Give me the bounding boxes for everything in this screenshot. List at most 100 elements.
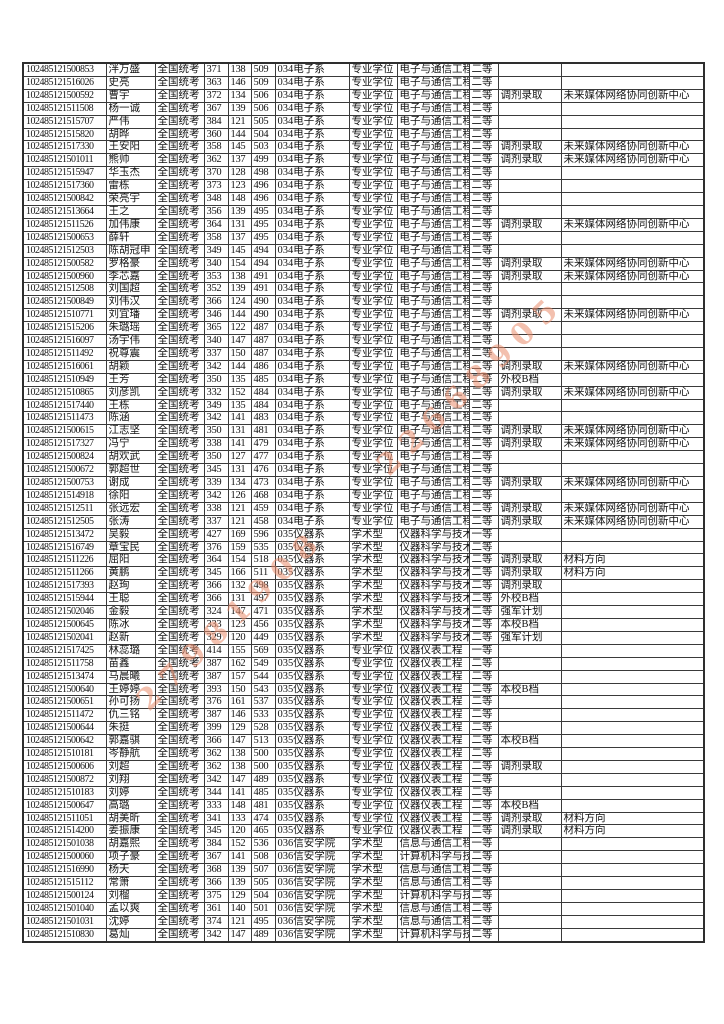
scholarship-grade: 二等: [468, 101, 499, 116]
candidate-id: 102485121512511: [22, 501, 107, 516]
candidate-id: 102485121515947: [22, 166, 107, 181]
table-row: 102485121513664 王之 全国统考 356 139 495 034电子系 专业学位…: [22, 204, 705, 219]
exam-type: 全国统考: [154, 682, 205, 697]
name: 熊帅: [105, 153, 156, 168]
table-row: 102485121500644 朱挺 全国统考 399 129 528 035仪器系 专业学位…: [22, 721, 705, 736]
candidate-id: 102485121516990: [22, 863, 107, 878]
scholarship-grade: 二等: [468, 372, 499, 387]
total-score: 498: [250, 166, 276, 181]
department: 034电子系: [274, 346, 350, 361]
remark: [560, 114, 705, 129]
note: [497, 101, 562, 116]
remark: 未来媒体网络协同创新中心: [560, 269, 705, 284]
candidate-id: 102485121500615: [22, 424, 107, 439]
name: 曹宇: [105, 88, 156, 103]
total-score: 495: [250, 914, 276, 929]
scholarship-grade: 二等: [468, 282, 499, 297]
name: 薛轩: [105, 230, 156, 245]
exam-type: 全国统考: [154, 759, 205, 774]
degree-type: 专业学位: [348, 153, 398, 168]
note: [497, 708, 562, 723]
exam-type: 全国统考: [154, 501, 205, 516]
score-2: 147: [227, 772, 252, 787]
exam-type: 全国统考: [154, 372, 205, 387]
score-1: 342: [203, 927, 229, 943]
name: 刘婷: [105, 785, 156, 800]
score-1: 346: [203, 308, 229, 323]
scholarship-grade: 二等: [468, 514, 499, 529]
score-1: 350: [203, 372, 229, 387]
candidate-id: 102485121500582: [22, 256, 107, 271]
scholarship-grade: 二等: [468, 217, 499, 232]
exam-type: 全国统考: [154, 798, 205, 813]
name: 刘宜璠: [105, 308, 156, 323]
score-2: 131: [227, 463, 252, 477]
scholarship-grade: 二等: [468, 346, 499, 361]
candidate-id: 102485121500651: [22, 695, 107, 710]
note: [497, 721, 562, 736]
score-2: 150: [227, 346, 252, 361]
note: 强军计划: [497, 605, 562, 619]
major: 电子与通信工程: [396, 488, 470, 503]
name: 胡颖: [105, 359, 156, 374]
name: 杨一诚: [105, 101, 156, 116]
exam-type: 全国统考: [154, 476, 205, 490]
candidate-id: 102485121517440: [22, 398, 107, 413]
total-score: 476: [250, 463, 276, 477]
total-score: 496: [250, 192, 276, 206]
degree-type: 专业学位: [348, 798, 398, 813]
name: 刘榴: [105, 889, 156, 903]
department: 035仪器系: [274, 630, 350, 645]
note: [497, 540, 562, 555]
scholarship-grade: 二等: [468, 824, 499, 839]
degree-type: 专业学位: [348, 295, 398, 310]
scholarship-grade: 二等: [468, 617, 499, 632]
major: 仪器仪表工程: [396, 824, 470, 839]
score-1: 333: [203, 617, 229, 632]
exam-type: 全国统考: [154, 837, 205, 852]
score-1: 366: [203, 876, 229, 890]
score-2: 120: [227, 824, 252, 839]
scholarship-grade: 二等: [468, 411, 499, 426]
major: 电子与通信工程: [396, 334, 470, 348]
scholarship-grade: 二等: [468, 398, 499, 413]
note: [497, 747, 562, 761]
department: 034电子系: [274, 385, 350, 400]
department: 036信安学院: [274, 914, 350, 929]
scholarship-grade: 二等: [468, 179, 499, 194]
degree-type: 专业学位: [348, 204, 398, 219]
exam-type: 全国统考: [154, 579, 205, 594]
remark: [560, 734, 705, 749]
remark: [560, 605, 705, 619]
score-1: 337: [203, 514, 229, 529]
degree-type: 专业学位: [348, 114, 398, 129]
department: 034电子系: [274, 359, 350, 374]
degree-type: 专业学位: [348, 450, 398, 465]
candidate-id: 102485121515820: [22, 127, 107, 142]
table-row: 102485121511492 祝尊震 全国统考 337 150 487 034电子系 专业学…: [22, 346, 705, 361]
total-score: 503: [250, 140, 276, 155]
name: 沈婷: [105, 914, 156, 929]
name: 苗鑫: [105, 656, 156, 671]
note: 调剂录取: [497, 501, 562, 516]
candidate-id: 102485121501040: [22, 901, 107, 916]
exam-type: 全国统考: [154, 540, 205, 555]
name: 加伟康: [105, 217, 156, 232]
score-2: 132: [227, 579, 252, 594]
department: 035仪器系: [274, 540, 350, 555]
table-row: 102485121511473 陈涵 全国统考 342 141 483 034电子系 专业学位…: [22, 411, 705, 426]
table-row: 102485121512508 刘国超 全国统考 352 139 491 034电子系 专业学…: [22, 282, 705, 297]
department: 035仪器系: [274, 695, 350, 710]
note: 调剂录取: [497, 579, 562, 594]
degree-type: 专业学位: [348, 192, 398, 206]
score-2: 162: [227, 656, 252, 671]
score-1: 358: [203, 140, 229, 155]
degree-type: 学术型: [348, 863, 398, 878]
remark: 材料方向: [560, 553, 705, 568]
remark: [560, 798, 705, 813]
department: 036信安学院: [274, 901, 350, 916]
major: 仪器仪表工程: [396, 811, 470, 826]
degree-type: 专业学位: [348, 372, 398, 387]
name: 马晨曦: [105, 669, 156, 684]
scholarship-grade: 二等: [468, 876, 499, 890]
